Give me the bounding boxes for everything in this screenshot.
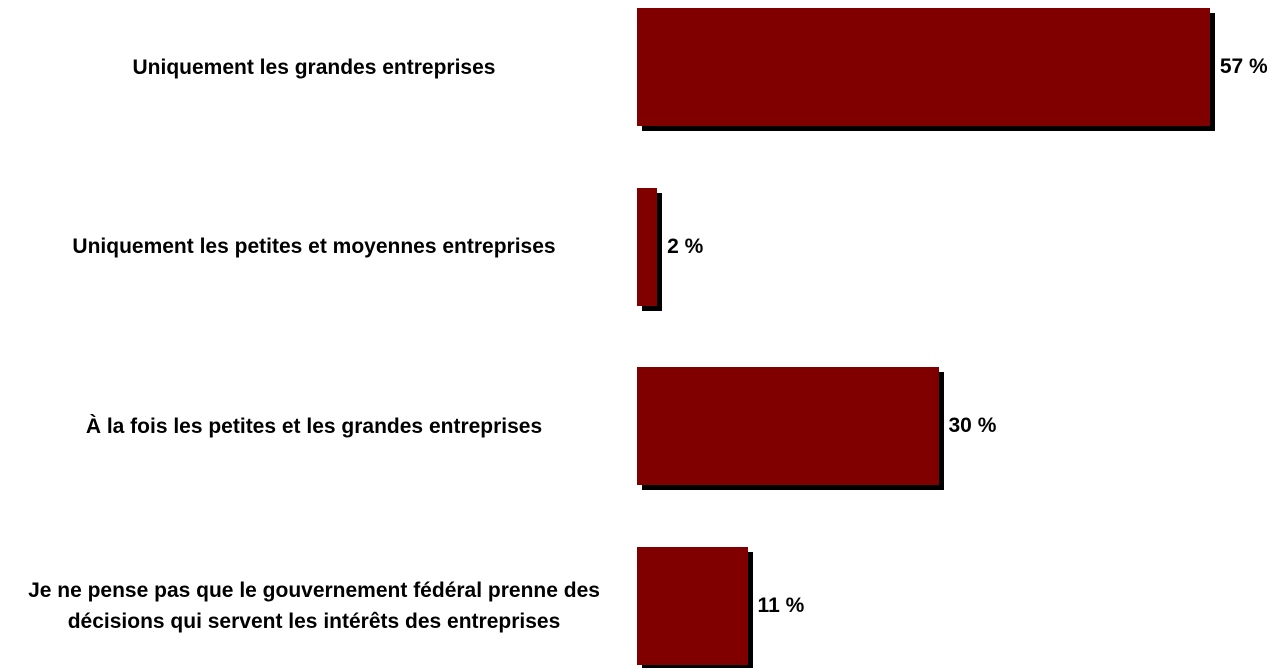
category-label: À la fois les petites et les grandes ent…: [85, 414, 543, 438]
bar: [637, 546, 748, 665]
category-label: Uniquement les grandes entreprises: [132, 55, 496, 79]
bar: [637, 367, 939, 485]
category-label: Uniquement les petites et moyennes entre…: [72, 235, 556, 258]
value-label: 57 %: [1219, 55, 1268, 78]
category-label: Je ne pense pas que le gouvernement fédé…: [28, 578, 600, 633]
value-label: 2 %: [667, 234, 704, 258]
bar: [637, 187, 658, 306]
bar: [637, 8, 1210, 126]
value-label: 30 %: [948, 414, 997, 437]
value-label: 11 %: [757, 593, 805, 617]
